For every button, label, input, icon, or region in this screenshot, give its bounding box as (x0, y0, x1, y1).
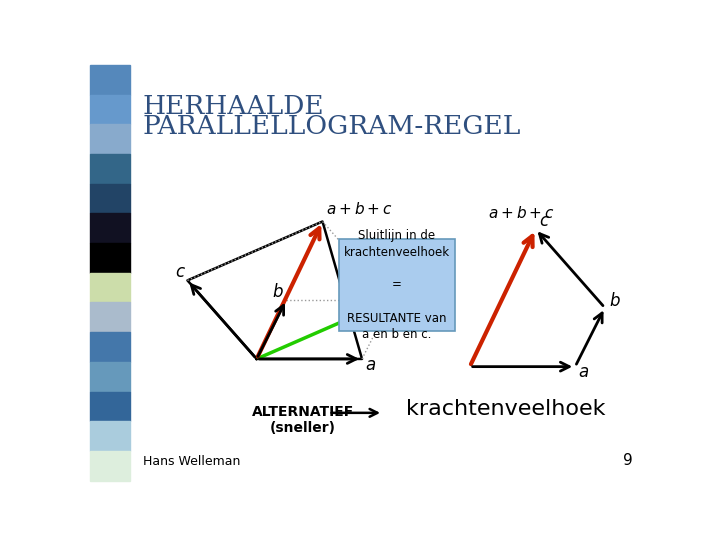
Bar (90, 302, 130, 332)
Bar (90, 451, 130, 481)
Text: krachtenveelhoek: krachtenveelhoek (406, 399, 606, 419)
Text: ALTERNATIEF
(sneller): ALTERNATIEF (sneller) (252, 405, 354, 435)
Bar (90, 94, 130, 124)
Text: PARALLELLOGRAM-REGEL: PARALLELLOGRAM-REGEL (143, 114, 521, 139)
Bar (90, 392, 130, 421)
Text: $a+b+c$: $a+b+c$ (325, 201, 392, 217)
Text: 9: 9 (623, 453, 632, 468)
Bar (90, 213, 130, 243)
Text: $c$: $c$ (539, 212, 549, 230)
Bar (90, 362, 130, 392)
Text: $a$: $a$ (578, 363, 590, 381)
Text: $a$: $a$ (365, 356, 377, 374)
Text: Sluitlijn in de
krachtenveelhoek

=

RESULTANTE van
a en b en c.: Sluitlijn in de krachtenveelhoek = RESUL… (344, 229, 450, 341)
Bar (90, 124, 130, 154)
Bar (90, 154, 130, 184)
Text: $c$: $c$ (175, 264, 186, 281)
Bar (90, 421, 130, 451)
Text: $b$: $b$ (609, 292, 621, 310)
Text: $b$: $b$ (272, 283, 284, 301)
Bar (90, 184, 130, 213)
Bar (90, 332, 130, 362)
Text: HERHAALDE: HERHAALDE (143, 94, 324, 119)
Bar (90, 65, 130, 94)
Bar (90, 243, 130, 273)
Bar (90, 273, 130, 302)
Text: Hans Welleman: Hans Welleman (143, 455, 240, 468)
FancyBboxPatch shape (339, 239, 455, 331)
Text: $a+b+c$: $a+b+c$ (487, 205, 554, 221)
